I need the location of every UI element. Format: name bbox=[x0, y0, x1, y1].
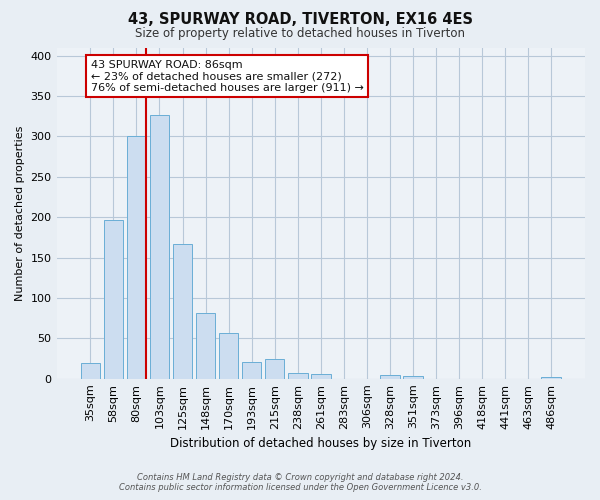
Text: 43 SPURWAY ROAD: 86sqm
← 23% of detached houses are smaller (272)
76% of semi-de: 43 SPURWAY ROAD: 86sqm ← 23% of detached… bbox=[91, 60, 364, 93]
Bar bbox=[196, 312, 215, 379]
Bar bbox=[403, 376, 423, 379]
Text: Size of property relative to detached houses in Tiverton: Size of property relative to detached ho… bbox=[135, 28, 465, 40]
Bar bbox=[219, 332, 238, 379]
Y-axis label: Number of detached properties: Number of detached properties bbox=[15, 126, 25, 301]
Bar bbox=[173, 244, 193, 379]
Text: 43, SPURWAY ROAD, TIVERTON, EX16 4ES: 43, SPURWAY ROAD, TIVERTON, EX16 4ES bbox=[128, 12, 473, 28]
Text: Contains HM Land Registry data © Crown copyright and database right 2024.
Contai: Contains HM Land Registry data © Crown c… bbox=[119, 473, 481, 492]
Bar bbox=[127, 136, 146, 379]
Bar bbox=[311, 374, 331, 379]
X-axis label: Distribution of detached houses by size in Tiverton: Distribution of detached houses by size … bbox=[170, 437, 472, 450]
Bar bbox=[265, 360, 284, 379]
Bar bbox=[242, 362, 262, 379]
Bar bbox=[541, 377, 561, 379]
Bar bbox=[380, 375, 400, 379]
Bar bbox=[288, 373, 308, 379]
Bar bbox=[149, 114, 169, 379]
Bar bbox=[104, 220, 123, 379]
Bar bbox=[80, 362, 100, 379]
